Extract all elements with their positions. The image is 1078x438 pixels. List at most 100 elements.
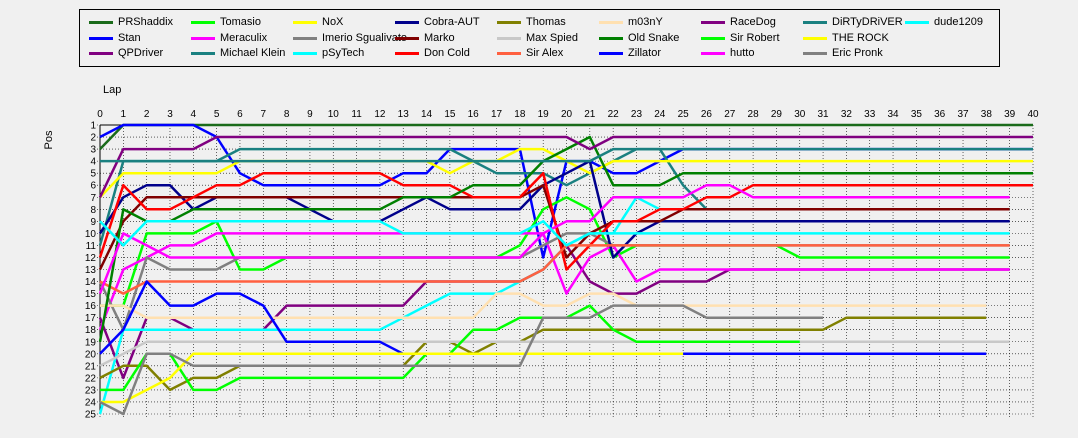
legend-item: pSyTech <box>293 47 364 60</box>
legend-item: THE ROCK <box>803 32 889 45</box>
legend-label: Tomasio <box>220 16 261 28</box>
x-tick-label: 1 <box>121 109 127 120</box>
series-line-dude1209 <box>99 220 1010 247</box>
legend-swatch <box>293 36 317 40</box>
legend-item: Michael Klein <box>191 47 285 60</box>
legend-item: Meraculix <box>191 32 267 45</box>
series-line-m03ny <box>100 292 987 319</box>
y-tick-label: 3 <box>90 145 96 156</box>
x-tick-label: 31 <box>818 109 830 120</box>
legend-label: Max Spied <box>526 31 578 44</box>
x-tick-label: 38 <box>981 109 993 120</box>
legend-swatch <box>701 36 725 40</box>
x-tick-label: 14 <box>421 109 433 120</box>
y-tick-label: 19 <box>85 337 97 348</box>
series-line-eric-pronk <box>99 304 824 416</box>
x-tick-label: 24 <box>654 109 666 120</box>
y-tick-label: 15 <box>85 289 97 300</box>
y-tick-label: 18 <box>85 325 97 336</box>
y-tick-label: 8 <box>90 205 96 216</box>
legend-label: Old Snake <box>628 31 680 44</box>
legend-item: Marko <box>395 32 455 45</box>
y-tick-labels: 1234567891011121314151617181920212223242… <box>85 121 97 421</box>
legend-item: Old Snake <box>599 32 679 45</box>
y-tick-label: 17 <box>85 313 97 324</box>
legend-item: Max Spied <box>497 32 578 45</box>
x-tick-label: 36 <box>934 109 946 120</box>
legend-label: Sir Robert <box>730 31 780 44</box>
x-tick-label: 40 <box>1027 109 1039 120</box>
x-tick-label: 34 <box>887 109 899 120</box>
y-tick-label: 25 <box>85 410 97 421</box>
legend-label: Michael Klein <box>220 47 286 59</box>
legend-swatch <box>89 52 113 55</box>
legend-swatch <box>395 21 419 24</box>
legend-label: NoX <box>322 16 344 28</box>
y-tick-label: 1 <box>90 121 96 132</box>
legend-swatch <box>803 21 827 24</box>
series-line-old-snake <box>98 135 1033 343</box>
legend-item: Eric Pronk <box>803 47 883 60</box>
legend-label: QPDriver <box>118 47 164 59</box>
x-tick-label: 3 <box>167 109 173 120</box>
x-tick-label: 23 <box>631 109 643 120</box>
legend-item: Imerio Sgualivato <box>293 32 407 45</box>
y-tick-label: 14 <box>85 277 97 288</box>
x-tick-label: 25 <box>678 109 690 120</box>
x-tick-label: 0 <box>97 109 103 120</box>
legend-item: Thomas <box>497 16 566 29</box>
legend-label: Don Cold <box>424 47 470 59</box>
legend-item: Sir Robert <box>701 32 780 45</box>
legend-swatch <box>905 21 929 24</box>
legend-item: Sir Alex <box>497 47 563 60</box>
legend-swatch <box>497 21 521 24</box>
legend-swatch <box>89 21 113 24</box>
legend-label: dude1209 <box>934 16 983 28</box>
legend-item: DiRTyDRiVER <box>803 16 903 29</box>
legend-swatch <box>599 21 623 24</box>
legend-label: m03nY <box>628 16 663 28</box>
legend-swatch <box>191 52 215 55</box>
y-tick-label: 23 <box>85 385 97 396</box>
legend-item: Stan <box>89 32 141 45</box>
legend-swatch <box>803 36 827 40</box>
x-tick-label: 26 <box>701 109 713 120</box>
x-tick-label: 9 <box>307 109 313 120</box>
x-tick-label: 28 <box>748 109 760 120</box>
series-line-don-cold <box>98 171 1033 271</box>
legend-swatch <box>701 21 725 24</box>
series-line-the-rock <box>100 352 684 404</box>
legend-swatch <box>395 52 419 55</box>
x-tick-label: 21 <box>584 109 596 120</box>
x-tick-label: 17 <box>491 109 503 120</box>
x-tick-label: 5 <box>214 109 220 120</box>
y-tick-label: 5 <box>90 169 96 180</box>
x-tick-label: 32 <box>841 109 853 120</box>
legend-item: Cobra-AUT <box>395 16 480 29</box>
x-tick-labels: 0 1 2 3 4 5 6 7 8 9 10 11 12 13 14 15 16 17 18 19 20 21 22 23 24… <box>97 109 1039 120</box>
y-tick-label: 6 <box>90 181 96 192</box>
series-line-dirtydriver <box>100 147 1033 163</box>
y-tick-label: 22 <box>85 373 97 384</box>
x-tick-label: 35 <box>911 109 923 120</box>
series-line-hutto <box>98 183 1010 295</box>
x-tick-label: 2 <box>144 109 150 120</box>
legend-label: Thomas <box>526 16 566 28</box>
x-tick-label: 18 <box>514 109 526 120</box>
y-tick-label: 12 <box>85 253 97 264</box>
series-line-sir-alex <box>99 244 1010 295</box>
x-tick-label: 37 <box>957 109 969 120</box>
x-tick-label: 22 <box>608 109 620 120</box>
x-tick-label: 39 <box>1004 109 1016 120</box>
legend-label: hutto <box>730 47 755 59</box>
legend-label: PRShaddix <box>118 16 174 28</box>
legend-item: Zillator <box>599 47 661 60</box>
legend-swatch <box>497 36 521 40</box>
x-tick-label: 10 <box>328 109 340 120</box>
legend-label: RaceDog <box>730 16 776 28</box>
legend-item: Tomasio <box>191 16 261 29</box>
x-tick-label: 30 <box>794 109 806 120</box>
x-tick-label: 6 <box>237 109 243 120</box>
legend-label: Sir Alex <box>526 47 564 59</box>
y-tick-label: 20 <box>85 349 97 360</box>
